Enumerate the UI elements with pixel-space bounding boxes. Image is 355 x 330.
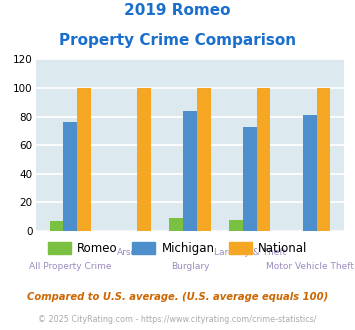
Bar xyxy=(243,127,257,231)
Bar xyxy=(303,115,317,231)
Text: Property Crime Comparison: Property Crime Comparison xyxy=(59,33,296,48)
Text: Compared to U.S. average. (U.S. average equals 100): Compared to U.S. average. (U.S. average … xyxy=(27,292,328,302)
Legend: Romeo, Michigan, National: Romeo, Michigan, National xyxy=(43,237,312,260)
Text: Arson: Arson xyxy=(117,248,143,257)
Text: Larceny & Theft: Larceny & Theft xyxy=(214,248,286,257)
Bar xyxy=(63,122,77,231)
Bar xyxy=(137,88,151,231)
Bar xyxy=(169,218,183,231)
Bar xyxy=(183,111,197,231)
Bar xyxy=(197,88,211,231)
Text: 2019 Romeo: 2019 Romeo xyxy=(124,3,231,18)
Bar xyxy=(229,219,243,231)
Text: Motor Vehicle Theft: Motor Vehicle Theft xyxy=(266,262,354,271)
Bar xyxy=(77,88,91,231)
Text: Burglary: Burglary xyxy=(171,262,209,271)
Bar xyxy=(257,88,271,231)
Text: All Property Crime: All Property Crime xyxy=(29,262,111,271)
Bar xyxy=(317,88,330,231)
Text: © 2025 CityRating.com - https://www.cityrating.com/crime-statistics/: © 2025 CityRating.com - https://www.city… xyxy=(38,315,317,324)
Bar xyxy=(50,221,63,231)
